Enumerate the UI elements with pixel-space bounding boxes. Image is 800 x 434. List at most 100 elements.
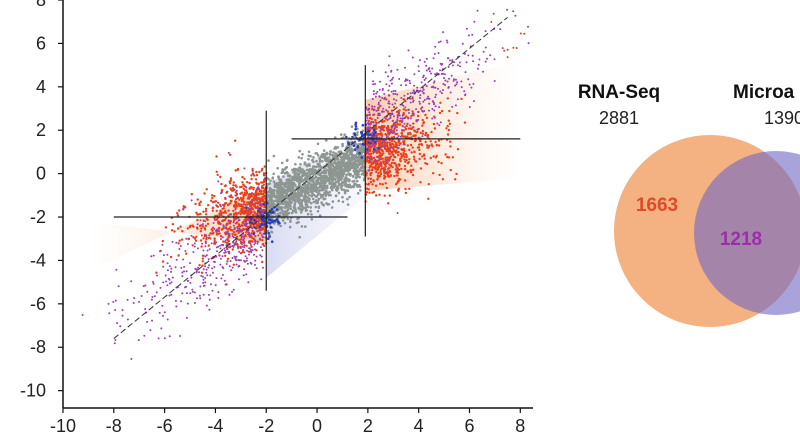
point-not-significant	[337, 164, 340, 168]
point-rnaseq-only	[402, 98, 405, 101]
point-not-significant	[282, 195, 285, 198]
point-rnaseq-only	[437, 144, 441, 147]
point-both	[499, 28, 502, 31]
point-both	[396, 116, 399, 119]
point-not-significant	[297, 199, 300, 203]
point-not-significant	[348, 195, 351, 199]
point-microarray-only	[267, 213, 271, 217]
point-both	[421, 109, 423, 112]
x-tick-label: 2	[363, 416, 373, 434]
point-both	[473, 20, 476, 23]
point-rnaseq-only	[422, 153, 426, 156]
point-rnaseq-only	[202, 219, 205, 222]
point-both	[384, 145, 386, 148]
point-rnaseq-only	[385, 126, 389, 130]
point-not-significant	[322, 182, 325, 186]
point-not-significant	[351, 174, 355, 178]
point-rnaseq-only	[405, 154, 408, 157]
point-microarray-only	[352, 144, 356, 147]
point-both	[226, 230, 229, 233]
point-rnaseq-only	[246, 181, 249, 184]
point-rnaseq-only	[369, 177, 373, 180]
point-both	[168, 294, 171, 297]
point-both	[257, 234, 260, 237]
point-rnaseq-only	[234, 139, 237, 142]
point-rnaseq-only	[256, 230, 259, 233]
point-both	[152, 280, 154, 283]
point-both	[366, 151, 369, 154]
point-rnaseq-only	[217, 220, 220, 223]
point-both	[375, 92, 378, 95]
point-rnaseq-only	[375, 133, 379, 136]
point-both	[413, 73, 416, 76]
point-rnaseq-only	[427, 183, 430, 186]
point-both	[226, 238, 228, 241]
point-both	[151, 319, 153, 322]
point-rnaseq-only	[379, 168, 383, 171]
x-tick-label: -4	[207, 416, 223, 434]
point-rnaseq-only	[380, 148, 383, 152]
point-both	[398, 78, 401, 80]
point-both	[449, 91, 452, 94]
point-not-significant	[279, 186, 283, 190]
point-rnaseq-only	[423, 157, 426, 160]
point-both	[211, 289, 214, 292]
point-not-significant	[308, 172, 312, 176]
point-rnaseq-only	[232, 181, 235, 184]
point-both	[434, 86, 437, 89]
point-both	[442, 31, 445, 34]
point-both	[478, 58, 481, 61]
point-not-significant	[343, 184, 346, 187]
x-tick-label: -10	[50, 416, 76, 434]
point-rnaseq-only	[378, 136, 381, 139]
point-rnaseq-only	[403, 135, 407, 138]
point-not-significant	[283, 168, 287, 171]
point-not-significant	[293, 206, 297, 210]
point-rnaseq-only	[379, 104, 382, 108]
point-rnaseq-only	[519, 32, 522, 35]
point-not-significant	[361, 166, 364, 169]
point-rnaseq-only	[416, 146, 420, 149]
point-both	[207, 293, 210, 296]
point-both	[385, 161, 387, 164]
point-both	[218, 232, 221, 235]
point-not-significant	[288, 189, 292, 193]
point-rnaseq-only	[227, 239, 230, 242]
point-microarray-only	[262, 202, 266, 206]
point-not-significant	[324, 156, 327, 159]
point-rnaseq-only	[259, 232, 262, 235]
point-not-significant	[290, 211, 294, 215]
point-not-significant	[305, 168, 309, 172]
point-both	[232, 288, 235, 291]
point-microarray-only	[257, 209, 260, 213]
point-not-significant	[343, 191, 347, 195]
point-rnaseq-only	[216, 173, 219, 177]
point-rnaseq-only	[254, 191, 258, 194]
point-both	[412, 89, 415, 92]
point-rnaseq-only	[367, 159, 370, 163]
point-both	[394, 124, 397, 127]
point-both	[419, 97, 421, 99]
point-not-significant	[279, 181, 282, 184]
point-both	[251, 200, 254, 203]
point-not-significant	[313, 177, 316, 180]
point-not-significant	[340, 159, 343, 162]
point-both	[482, 70, 485, 73]
point-rnaseq-only	[256, 202, 259, 205]
point-both	[396, 68, 399, 71]
point-rnaseq-only	[428, 144, 431, 147]
point-rnaseq-only	[229, 228, 233, 232]
point-rnaseq-only	[245, 244, 248, 247]
point-both	[394, 90, 397, 92]
point-both	[388, 55, 391, 58]
point-rnaseq-only	[235, 192, 239, 196]
point-rnaseq-only	[186, 227, 189, 230]
point-both	[171, 276, 174, 279]
point-both	[417, 91, 420, 94]
point-rnaseq-only	[247, 250, 251, 253]
point-both	[439, 90, 442, 93]
point-microarray-only	[248, 221, 252, 224]
point-rnaseq-only	[262, 183, 265, 186]
point-rnaseq-only	[392, 148, 395, 151]
point-rnaseq-only	[403, 164, 407, 168]
